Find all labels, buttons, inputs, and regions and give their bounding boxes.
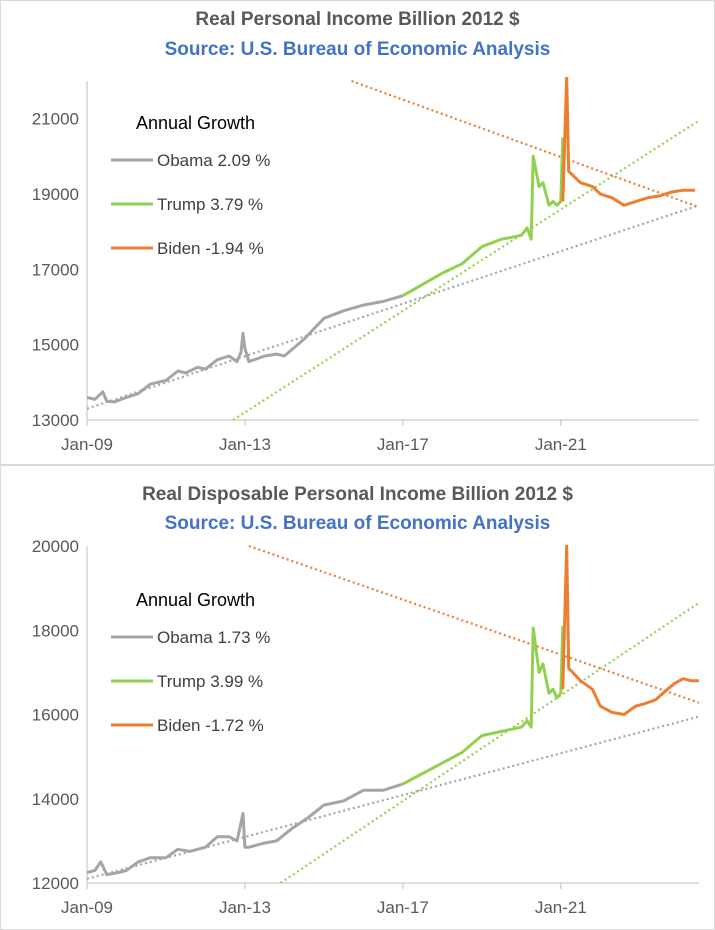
legend-label-obama: Obama 1.73 % xyxy=(157,628,270,647)
y-tick-label: 17000 xyxy=(32,260,79,279)
obama-trendline xyxy=(87,715,699,880)
legend-label-trump: Trump 3.79 % xyxy=(157,195,263,214)
trump-trendline xyxy=(232,119,699,420)
trump-series-line xyxy=(402,625,565,786)
legend-heading: Annual Growth xyxy=(136,590,255,610)
legend-heading: Annual Growth xyxy=(136,113,255,133)
y-tick-label: 16000 xyxy=(32,706,79,725)
chart-subtitle: Source: U.S. Bureau of Economic Analysis xyxy=(164,513,551,534)
x-tick-label: Jan-17 xyxy=(377,898,429,917)
plot-area xyxy=(87,544,699,883)
legend-label-biden: Biden -1.94 % xyxy=(157,239,264,258)
y-tick-label: 14000 xyxy=(32,790,79,809)
plot-area xyxy=(87,77,699,420)
x-tick-label: Jan-21 xyxy=(535,898,587,917)
legend-label-trump: Trump 3.99 % xyxy=(157,672,263,691)
y-tick-label: 12000 xyxy=(32,874,79,893)
trump-trendline xyxy=(279,601,699,883)
legend-label-obama: Obama 2.09 % xyxy=(157,151,270,170)
y-tick-label: 20000 xyxy=(32,537,79,556)
biden-series-line xyxy=(561,77,696,207)
chart-panel-personal-income: Real Personal Income Billion 2012 $ Sour… xyxy=(0,0,715,465)
biden-trendline xyxy=(248,544,699,704)
biden-series-line xyxy=(561,544,699,716)
y-tick-label: 18000 xyxy=(32,621,79,640)
y-tick-label: 13000 xyxy=(32,411,79,430)
chart-plot-disposable-income: 12000 14000 16000 18000 20000 Jan-09 Jan-13 Jan… xyxy=(32,537,699,917)
chart-title: Real Disposable Personal Income Billion … xyxy=(142,484,573,505)
y-tick-label: 15000 xyxy=(32,336,79,355)
biden-trendline xyxy=(351,79,699,209)
obama-series-line xyxy=(87,782,404,877)
x-tick-label: Jan-13 xyxy=(219,435,271,454)
x-tick-label: Jan-09 xyxy=(61,898,113,917)
x-tick-label: Jan-17 xyxy=(377,435,429,454)
y-tick-label: 19000 xyxy=(32,185,79,204)
chart-plot-personal-income: 13000 15000 17000 19000 21000 Jan-09 Jan-13 Jan… xyxy=(32,77,699,454)
obama-trendline xyxy=(87,204,699,410)
chart-title: Real Personal Income Billion 2012 $ xyxy=(195,9,520,30)
obama-series-line xyxy=(87,294,404,404)
y-tick-label: 21000 xyxy=(32,110,79,129)
x-tick-label: Jan-21 xyxy=(535,435,587,454)
x-tick-label: Jan-09 xyxy=(61,435,113,454)
chart-panel-disposable-income: Real Disposable Personal Income Billion … xyxy=(0,465,715,930)
trump-series-line xyxy=(402,137,565,298)
legend-label-biden: Biden -1.72 % xyxy=(157,716,264,735)
chart-subtitle: Source: U.S. Bureau of Economic Analysis xyxy=(164,39,551,60)
x-tick-label: Jan-13 xyxy=(219,898,271,917)
